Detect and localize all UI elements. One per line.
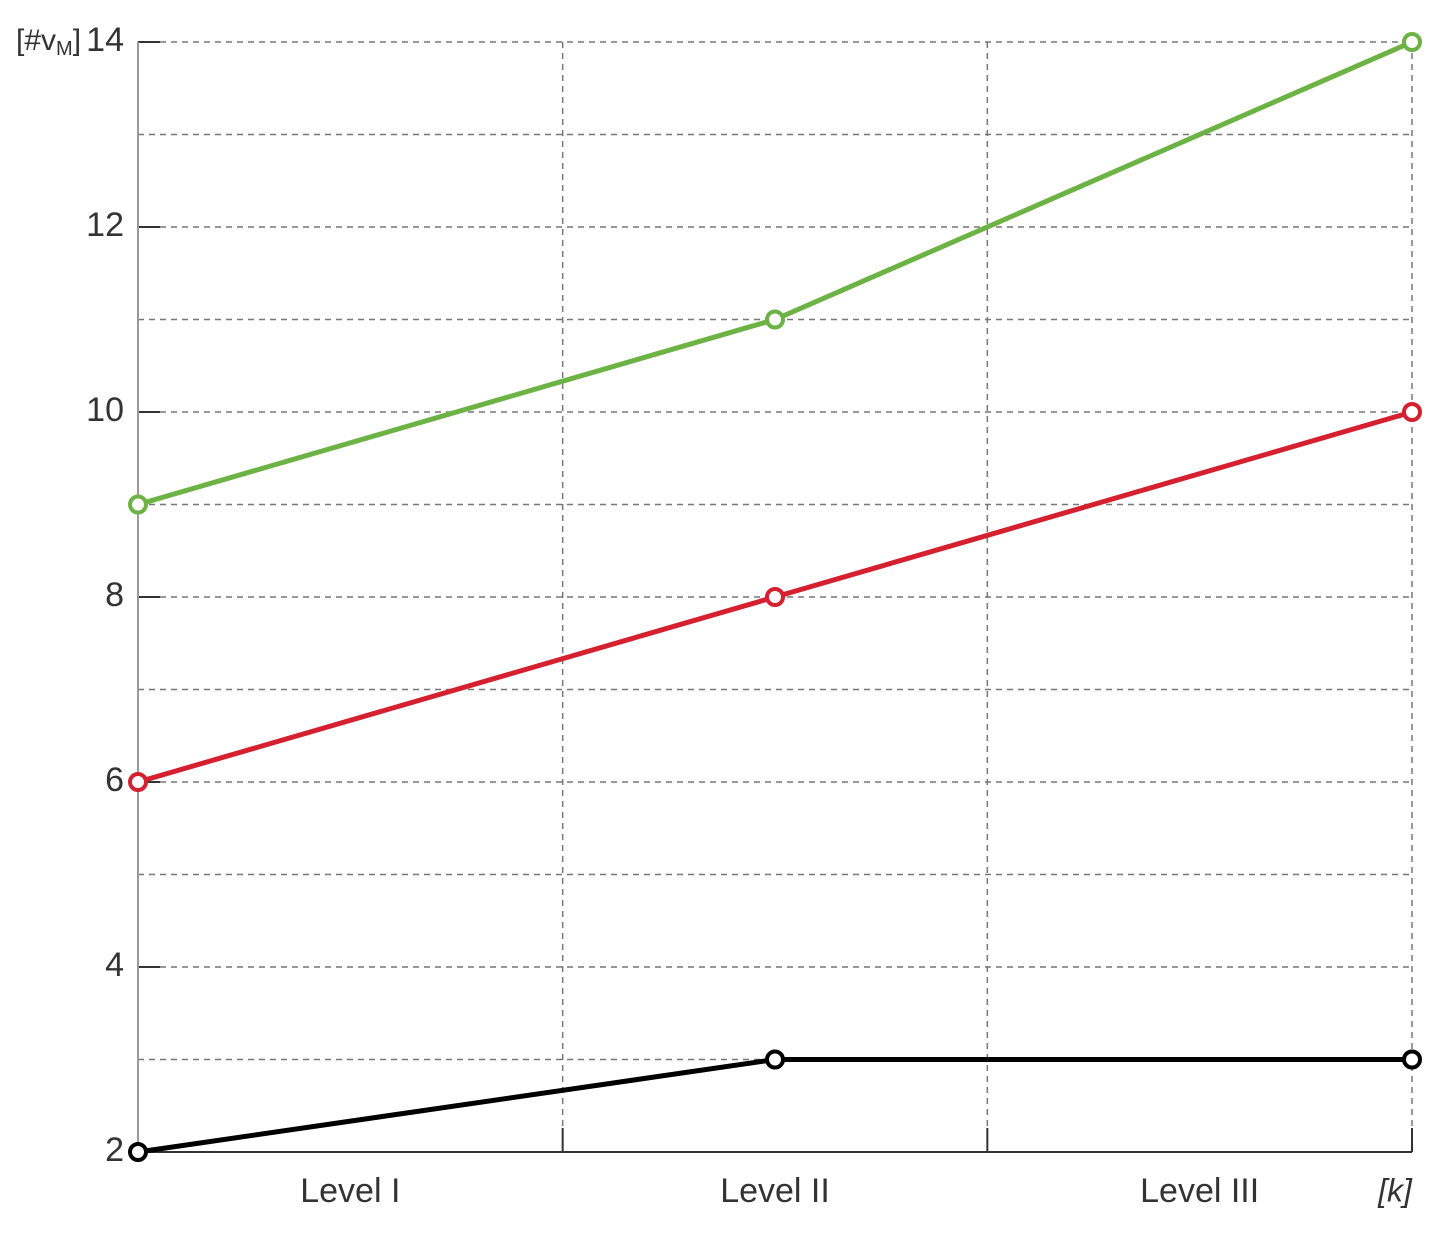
point-marker [765, 309, 785, 330]
x-category-label: Level III [1140, 1172, 1259, 1210]
point-marker [128, 772, 148, 792]
y-label-main: [#v [16, 24, 56, 57]
y-label-sub: M [56, 38, 73, 60]
point-marker [1402, 32, 1422, 52]
series-line [137, 1057, 1412, 1155]
y-tick-label: 6 [105, 761, 124, 799]
point-marker [1402, 402, 1422, 422]
point-marker [128, 494, 148, 515]
y-tick-label: 14 [86, 21, 124, 59]
x-category-label: Level II [720, 1172, 830, 1210]
x-axis-label: [k] [1377, 1172, 1413, 1208]
y-tick-label: 12 [86, 206, 124, 244]
x-category-label: Level I [300, 1172, 400, 1210]
point-marker [765, 1049, 785, 1070]
y-tick-label: 8 [105, 576, 124, 614]
y-label-end: ] [73, 24, 81, 57]
point-marker [1402, 1049, 1422, 1070]
point-marker [765, 587, 785, 607]
series-line [137, 39, 1413, 507]
y-tick-label: 2 [105, 1131, 124, 1169]
y-tick-label: 4 [105, 946, 124, 984]
y-tick-label: 10 [86, 391, 124, 429]
point-marker [128, 1142, 148, 1162]
y-axis-label: [#vM] [16, 24, 81, 60]
